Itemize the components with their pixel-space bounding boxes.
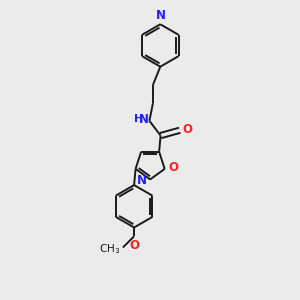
Text: O: O [182,123,192,136]
Text: N: N [136,174,147,188]
Text: H: H [134,114,143,124]
Text: O: O [129,239,139,252]
Text: CH$_3$: CH$_3$ [99,242,121,256]
Text: N: N [139,112,149,126]
Text: N: N [156,9,166,22]
Text: O: O [168,161,178,174]
